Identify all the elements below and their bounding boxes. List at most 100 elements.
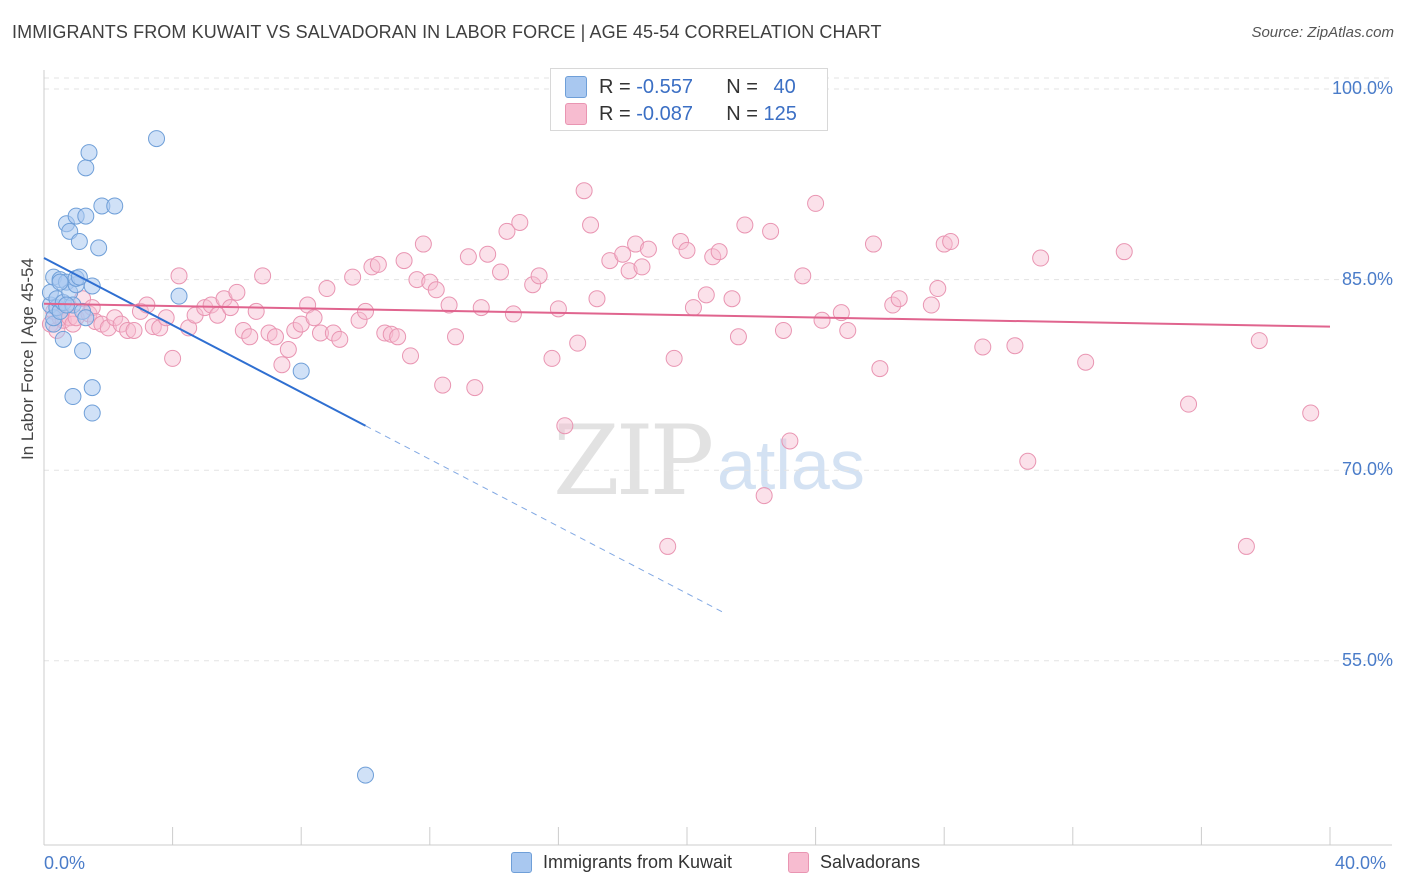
watermark-zip: ZIP: [553, 405, 714, 517]
data-point: [1006, 337, 1024, 355]
data-point: [311, 324, 329, 342]
data-point: [723, 290, 741, 308]
data-point: [556, 417, 574, 435]
data-point: [942, 233, 960, 251]
y-tick-label: 55.0%: [1341, 649, 1393, 670]
bottom-legend-salvadoran[interactable]: Salvadorans: [788, 852, 920, 873]
y-axis-label: In Labor Force | Age 45-54: [18, 258, 37, 460]
x-tick-label-min: 0.0%: [44, 853, 86, 873]
data-point: [144, 318, 162, 336]
data-point: [543, 349, 561, 367]
data-point: [459, 248, 477, 266]
data-point: [504, 305, 522, 323]
gridlines: [44, 77, 1392, 662]
correlation-legend: R = -0.557 N = 40 R = -0.087 N = 125: [550, 68, 828, 131]
data-point: [106, 197, 124, 215]
data-point: [729, 328, 747, 346]
data-point: [684, 299, 702, 317]
data-point: [164, 349, 182, 367]
data-point: [151, 319, 169, 337]
data-point: [54, 330, 72, 348]
data-point: [794, 267, 812, 285]
data-point: [77, 309, 95, 327]
data-point: [234, 321, 252, 339]
trend-line: [43, 257, 366, 427]
data-point: [890, 290, 908, 308]
trend-lines: [43, 257, 1331, 615]
data-point: [247, 302, 265, 320]
data-point: [472, 299, 490, 317]
data-point: [228, 283, 246, 301]
data-point: [389, 328, 407, 346]
data-point: [408, 271, 426, 289]
legend-swatch-salvadoran: [565, 103, 587, 125]
data-point: [440, 296, 458, 314]
data-point: [305, 309, 323, 327]
data-point: [588, 290, 606, 308]
trend-line: [43, 302, 1331, 328]
data-point: [659, 537, 677, 555]
data-point: [51, 273, 69, 291]
data-point: [344, 268, 362, 286]
bottom-legend-label-salvadoran: Salvadorans: [820, 852, 921, 872]
data-point: [1032, 249, 1050, 267]
data-point: [77, 207, 95, 225]
data-points: [41, 130, 1320, 784]
data-point: [279, 341, 297, 359]
legend-n-label: N =: [726, 102, 764, 125]
data-point: [266, 328, 284, 346]
y-tick-label: 70.0%: [1341, 459, 1393, 480]
y-tick-label: 85.0%: [1341, 268, 1393, 289]
axes: [43, 70, 1392, 846]
data-point: [1250, 332, 1268, 350]
data-point: [273, 356, 291, 374]
data-point: [697, 286, 715, 304]
legend-n-value: 125: [763, 102, 797, 125]
data-point: [90, 239, 108, 257]
data-point: [1302, 404, 1320, 422]
legend-r-label: R =: [599, 75, 637, 98]
data-point: [74, 342, 92, 360]
data-point: [434, 376, 452, 394]
legend-r-value: -0.087: [636, 102, 693, 125]
bottom-legend-label-kuwait: Immigrants from Kuwait: [543, 852, 733, 872]
data-point: [929, 280, 947, 298]
data-point: [77, 159, 95, 177]
data-point: [357, 766, 374, 784]
data-point: [627, 235, 645, 253]
data-point: [99, 319, 117, 337]
data-point: [839, 321, 857, 339]
bottom-legend-kuwait[interactable]: Immigrants from Kuwait: [511, 852, 732, 873]
data-point: [498, 222, 516, 240]
data-point: [974, 338, 992, 356]
data-point: [762, 222, 780, 240]
data-point: [83, 379, 101, 397]
bottom-legend-swatch-kuwait: [511, 852, 532, 873]
data-point: [710, 243, 728, 261]
data-point: [64, 388, 82, 406]
data-point: [582, 216, 600, 234]
data-point: [575, 182, 593, 200]
data-point: [871, 360, 889, 378]
legend-row-salvadoran: R = -0.087 N = 125: [565, 102, 797, 126]
data-point: [672, 233, 690, 251]
data-point: [511, 213, 529, 231]
data-point: [1237, 537, 1255, 555]
data-point: [350, 311, 368, 329]
data-point: [530, 267, 548, 285]
source-label: Source: ZipAtlas.com: [1251, 24, 1394, 41]
data-point: [922, 296, 940, 314]
data-point: [447, 328, 465, 346]
data-point: [884, 296, 902, 314]
data-point: [1077, 353, 1095, 371]
data-point: [1180, 395, 1198, 413]
data-point: [148, 130, 166, 148]
legend-swatch-kuwait: [565, 76, 587, 98]
bottom-legend-swatch-salvadoran: [788, 852, 809, 873]
data-point: [807, 194, 825, 212]
data-point: [414, 235, 432, 253]
data-point: [633, 258, 651, 276]
data-point: [369, 255, 387, 273]
data-point: [678, 241, 696, 259]
